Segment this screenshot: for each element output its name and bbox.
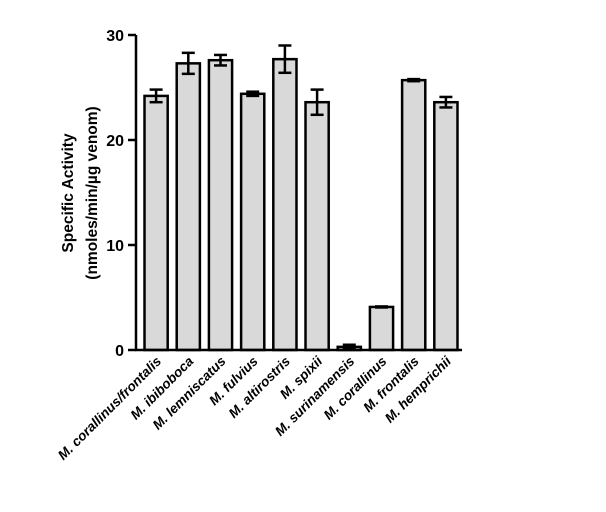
- y-tick-label: 30: [106, 28, 124, 45]
- bars: [143, 44, 459, 352]
- bar: [175, 62, 202, 352]
- y-tick-label: 0: [115, 343, 124, 360]
- bar: [400, 78, 427, 352]
- bar: [143, 94, 169, 352]
- bar: [368, 305, 395, 352]
- bar: [239, 92, 266, 352]
- y-axis-label-line1: Specific Activity: [60, 133, 77, 253]
- bar: [433, 100, 459, 352]
- y-axis-label-line2: (nmoles/min/µg venom): [84, 106, 101, 279]
- bar: [304, 100, 330, 352]
- bar: [272, 57, 298, 352]
- y-tick-label: 20: [106, 133, 124, 150]
- bar: [207, 58, 234, 352]
- y-ticks: 0 10 20 30: [106, 28, 136, 360]
- y-tick-label: 10: [106, 238, 124, 255]
